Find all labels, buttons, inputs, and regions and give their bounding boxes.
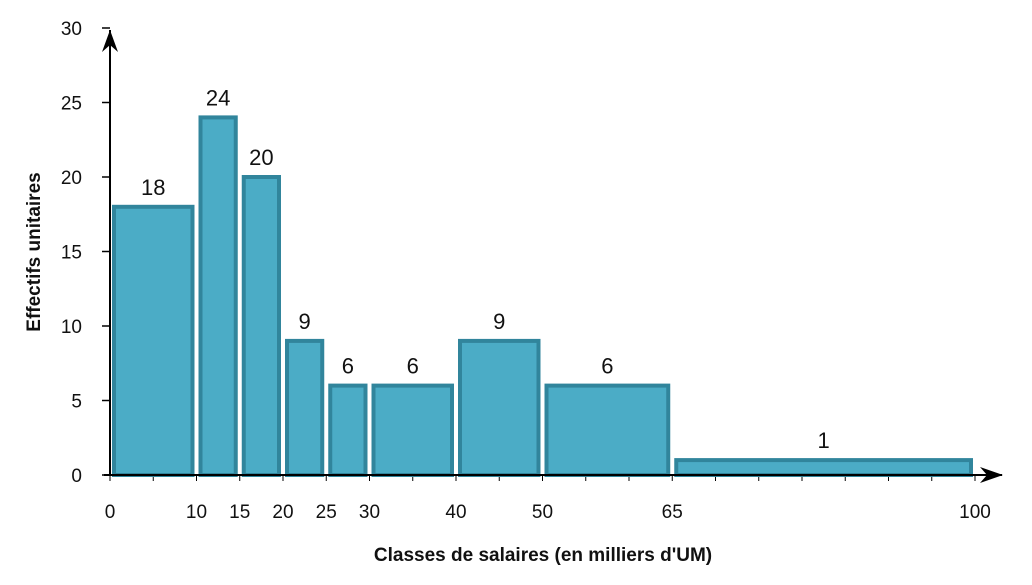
- histogram-bar: [328, 383, 368, 478]
- x-tick-label: 0: [105, 502, 116, 523]
- histogram-bar: [371, 383, 454, 478]
- y-tick-label: 10: [61, 317, 82, 338]
- bar-value-labels: 18 24 20 9 6 6 9 6 1: [141, 85, 830, 453]
- y-tick-label: 5: [71, 392, 82, 413]
- histogram-bars: [112, 115, 973, 478]
- x-tick-label: 10: [186, 502, 207, 523]
- x-axis-ticks: 0 10 15 20 25 30 40 50 65 100: [105, 502, 991, 523]
- x-tick-label: 15: [229, 502, 250, 523]
- histogram-bar: [198, 115, 238, 478]
- y-tick-label: 20: [61, 168, 82, 189]
- x-tick-label: 100: [959, 502, 991, 523]
- x-axis-arrow: [980, 467, 1003, 483]
- y-tick-label: 25: [61, 94, 82, 115]
- histogram-bar: [112, 204, 195, 478]
- bar-value-label: 9: [299, 309, 311, 334]
- bar-value-label: 6: [601, 354, 613, 379]
- y-axis-arrow: [102, 30, 118, 52]
- histogram-bar: [458, 338, 541, 477]
- x-tick-label: 40: [445, 502, 466, 523]
- bar-value-label: 6: [342, 354, 354, 379]
- bar-value-label: 1: [818, 428, 830, 453]
- histogram-bar: [544, 383, 671, 478]
- histogram-bar: [674, 458, 973, 478]
- bar-value-label: 6: [407, 354, 419, 379]
- x-tick-label: 50: [532, 502, 553, 523]
- y-tick-label: 15: [61, 243, 82, 264]
- x-tick-label: 30: [359, 502, 380, 523]
- x-tick-label: 20: [272, 502, 293, 523]
- x-axis-title: Classes de salaires (en milliers d'UM): [374, 545, 712, 566]
- x-tick-label: 25: [316, 502, 337, 523]
- bar-value-label: 18: [141, 175, 165, 200]
- y-axis-title: Effectifs unitaires: [24, 172, 45, 331]
- x-tick-label: 65: [662, 502, 683, 523]
- y-tick-label: 30: [61, 19, 82, 40]
- histogram-bar: [241, 175, 281, 477]
- histogram-bar: [285, 338, 325, 477]
- y-axis-ticks: 0 5 10 15 20 25 30: [61, 19, 110, 487]
- bar-value-label: 20: [249, 145, 273, 170]
- bar-value-label: 9: [493, 309, 505, 334]
- bar-value-label: 24: [206, 85, 230, 110]
- y-tick-label: 0: [71, 466, 82, 487]
